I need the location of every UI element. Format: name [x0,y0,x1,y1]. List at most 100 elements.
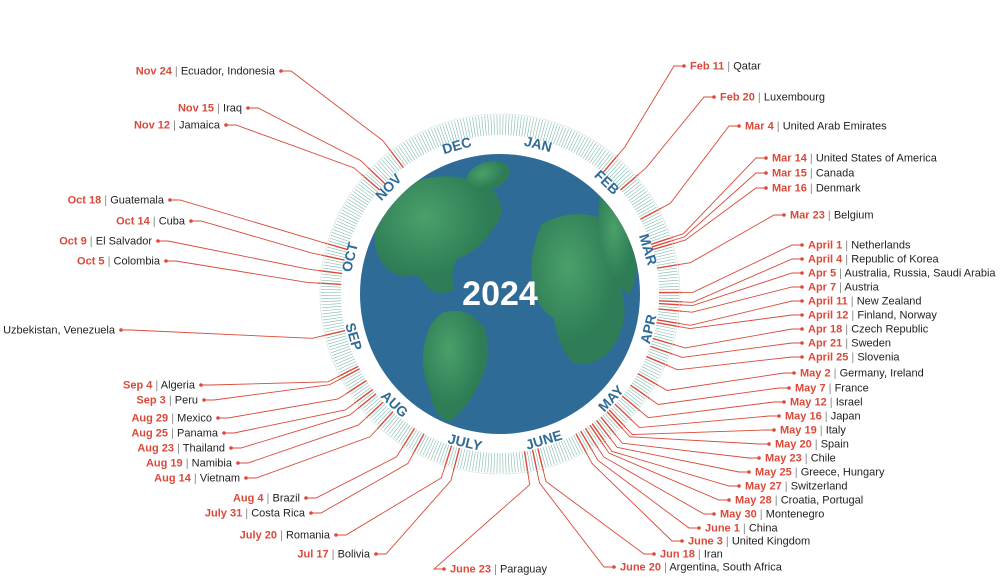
year-label: 2024 [462,275,538,313]
entry-country: Guatemala [110,195,165,207]
entry-country: Australia, Russia, Saudi Arabia [845,268,997,280]
leader-dot [680,539,684,543]
entry-label: June 1 | China [705,523,778,535]
entry-country: Czech Republic [851,324,929,336]
entry-country: El Salvador [96,236,153,248]
entry-country: Jamaica [179,120,221,132]
leader-dot [737,484,741,488]
entry-country: Slovenia [857,352,900,364]
entry-label: Oct 18 | Guatemala [68,195,165,207]
entry-date: Aug 4 [233,493,264,505]
entry-country: Paraguay [500,564,548,576]
leader-dot [782,400,786,404]
entry-label: May 7 | France [795,383,869,395]
leader-line [238,417,367,463]
leader-dot [246,106,250,110]
leader-line [376,469,454,554]
entry-label: Mar 14 | United States of America [772,153,938,165]
entry-country: France [835,383,869,395]
entry-country: Belgium [834,210,874,222]
leader-dot [727,498,731,502]
entry-label: May 25 | Greece, Hungary [755,467,885,479]
entry-label: June 23 | Paraguay [450,564,548,576]
entry-divider: | [87,236,96,248]
entry-divider: | [191,473,200,485]
leader-dot [747,470,751,474]
leader-dot [792,371,796,375]
entry-label: May 12 | Israel [790,397,863,409]
leader-line [615,434,759,458]
entry-country: Montenegro [766,509,825,521]
leader-line [158,241,320,271]
entry-label: May 27 | Switzerland [745,481,848,493]
leader-dot [202,398,206,402]
entry-divider: | [101,195,110,207]
entry-country: Netherlands [851,240,911,252]
entry-country: Ecuador, Indonesia [181,66,276,78]
entry-country: Cuba [159,216,186,228]
entry-date: April 12 [808,310,848,322]
entry-country: Qatar [733,61,761,73]
entry-country: Costa Rica [251,508,306,520]
entry-date: Oct 9 [59,236,87,248]
entry-divider: | [826,383,835,395]
leader-line [336,466,445,535]
entry-date: Apr 5 [808,268,836,280]
entry-date: May 20 [775,439,812,451]
leader-dot [800,355,804,359]
leader-line [218,392,348,418]
entry-date: Feb 11 [690,61,724,73]
leader-dot [612,565,616,569]
entry-date: June 3 [688,536,723,548]
entry-country: United Kingdom [732,536,810,548]
leader-line [201,376,339,385]
entry-label: May 30 | Montenegro [720,509,824,521]
leader-dot [164,259,168,263]
leader-line [597,447,714,514]
entry-date: Mar 23 [790,210,825,222]
entry-divider: | [842,324,851,336]
entry-divider: | [822,411,831,423]
leader-dot [222,431,226,435]
entry-country: United States of America [816,153,938,165]
entry-label: May 23 | Chile [765,453,836,465]
leader-dot [189,219,193,223]
entry-date: July 31 [205,508,242,520]
entry-divider: | [724,61,733,73]
leader-line [678,315,802,329]
leader-dot [800,285,804,289]
entry-divider: | [277,530,286,542]
entry-date: May 23 [765,453,802,465]
entry-divider: | [242,508,251,520]
leader-dot [652,552,656,556]
entry-country: Republic of Korea [851,254,939,266]
entry-country: Mexico [177,413,212,425]
leader-line [537,471,614,567]
entry-divider: | [848,296,857,308]
entry-country: Romania [286,530,331,542]
leader-dot [229,446,233,450]
entry-date: Jul 17 [297,549,328,561]
leader-dot [279,69,283,73]
entry-label: Aug 29 | Mexico [131,413,212,425]
entry-date: Mar 14 [772,153,808,165]
leader-line [543,470,654,554]
entry-date: May 25 [755,467,792,479]
entry-divider: | [168,413,177,425]
leader-line [674,188,766,243]
entry-country: Canada [816,168,855,180]
entry-country: China [749,523,779,535]
entry-country: Chile [811,453,836,465]
entry-country: Finland, Norway [857,310,937,322]
leader-line [610,438,749,472]
entry-label: Apr 18 | Czech Republic [808,324,929,336]
entry-label: Feb 11 | Qatar [690,61,761,73]
entry-divider: | [214,103,223,115]
entry-label: Feb 20 | Luxembourg [720,92,825,104]
entry-country: Italy [826,425,847,437]
leader-dot [236,461,240,465]
entry-label: Aug 25 | Panama [131,428,219,440]
entry-country: Vietnam [200,473,240,485]
entry-date: May 12 [790,397,827,409]
leader-line [586,453,682,541]
